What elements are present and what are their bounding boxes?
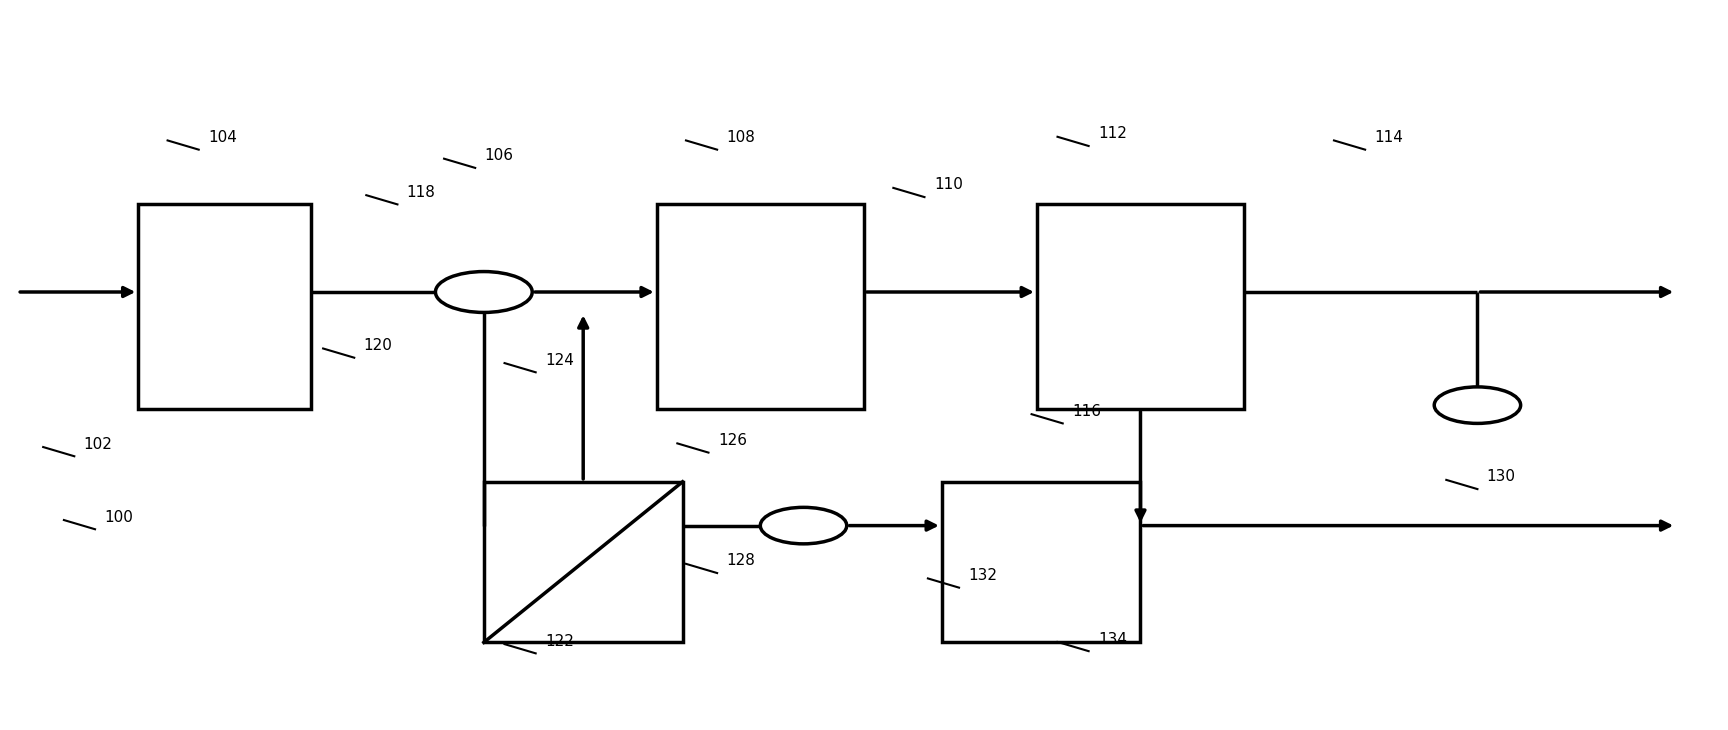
Text: 110: 110 <box>933 177 962 193</box>
Text: 126: 126 <box>717 433 746 448</box>
Bar <box>484 482 683 642</box>
Text: 134: 134 <box>1097 631 1127 647</box>
Circle shape <box>435 272 532 312</box>
Text: 120: 120 <box>363 338 392 353</box>
Bar <box>138 204 311 409</box>
Bar <box>657 204 864 409</box>
Text: 118: 118 <box>406 185 435 200</box>
Text: 116: 116 <box>1071 404 1101 419</box>
Text: 124: 124 <box>544 353 574 368</box>
Text: 122: 122 <box>544 634 574 649</box>
Text: 102: 102 <box>83 437 112 452</box>
Text: 106: 106 <box>484 148 513 164</box>
Text: 100: 100 <box>104 510 133 525</box>
Text: 128: 128 <box>726 553 755 569</box>
Text: 130: 130 <box>1486 469 1515 485</box>
Text: 112: 112 <box>1097 126 1127 142</box>
Text: 114: 114 <box>1374 130 1403 145</box>
Text: 104: 104 <box>207 130 237 145</box>
Text: 132: 132 <box>968 568 997 583</box>
Bar <box>1037 204 1244 409</box>
Circle shape <box>1434 387 1521 423</box>
Text: 108: 108 <box>726 130 755 145</box>
Bar <box>942 482 1140 642</box>
Circle shape <box>760 507 847 544</box>
